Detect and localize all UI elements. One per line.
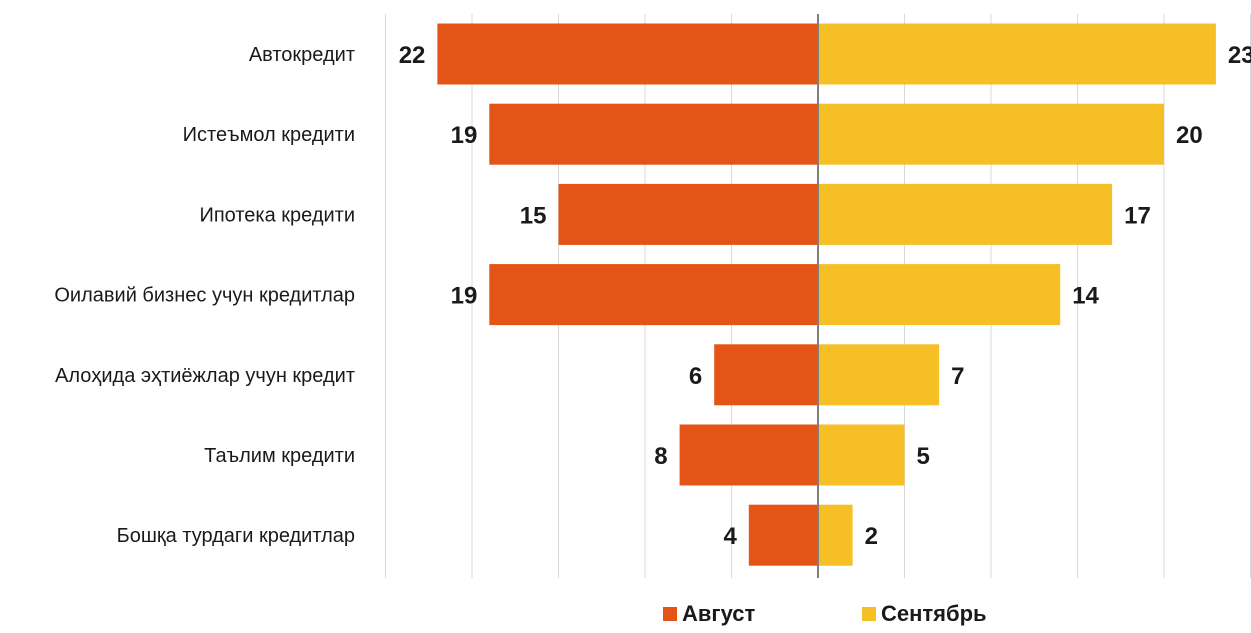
bar-left (714, 344, 818, 406)
value-label-left: 4 (723, 523, 737, 550)
bar-left (489, 264, 818, 326)
bar-right (818, 504, 853, 566)
value-label-right: 5 (917, 443, 930, 470)
value-label-left: 22 (399, 42, 426, 69)
category-label: Таълим кредити (204, 445, 355, 467)
value-label-left: 19 (451, 122, 478, 149)
bar-left (437, 23, 818, 85)
value-label-left: 8 (654, 443, 667, 470)
value-label-right: 14 (1072, 283, 1099, 310)
bar-right (818, 23, 1216, 85)
bar-right (818, 424, 905, 486)
legend-label: Август (682, 601, 755, 626)
value-label-left: 19 (451, 283, 478, 310)
bars (437, 23, 1216, 566)
value-label-left: 15 (520, 202, 547, 229)
bar-left (558, 183, 818, 245)
legend-label: Сентябрь (881, 601, 987, 626)
category-label: Алоҳида эҳтиёжлар учун кредит (55, 365, 355, 387)
value-label-right: 20 (1176, 122, 1203, 149)
value-label-right: 7 (951, 363, 964, 390)
labels: Автокредит 22 23 Истеъмол кредити 19 20 Ипотек… (54, 42, 1251, 550)
bar-right (818, 264, 1061, 326)
category-label: Истеъмол кредити (183, 124, 355, 146)
legend-swatch (663, 607, 677, 621)
value-label-left: 6 (689, 363, 702, 390)
value-label-right: 23 (1228, 42, 1251, 69)
category-label: Автокредит (249, 44, 355, 66)
bar-left (679, 424, 818, 486)
value-label-right: 17 (1124, 202, 1151, 229)
bar-left (489, 103, 818, 165)
bar-right (818, 103, 1164, 165)
legend: Август Сентябрь (663, 601, 987, 626)
bar-right (818, 183, 1113, 245)
category-label: Бошқа турдаги кредитлар (117, 525, 355, 547)
value-label-right: 2 (865, 523, 878, 550)
category-label: Оилавий бизнес учун кредитлар (54, 285, 355, 307)
bar-left (748, 504, 818, 566)
bar-right (818, 344, 940, 406)
category-label: Ипотека кредити (199, 204, 355, 226)
legend-swatch (862, 607, 876, 621)
